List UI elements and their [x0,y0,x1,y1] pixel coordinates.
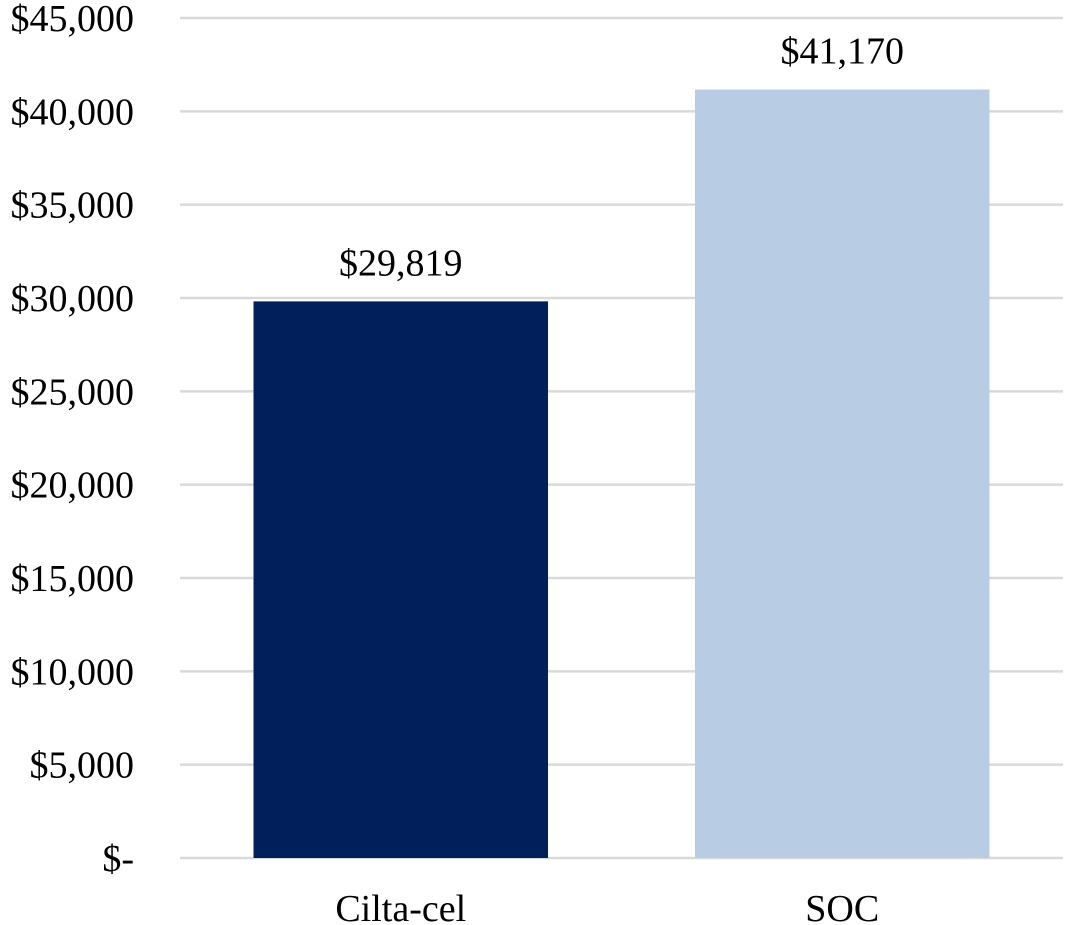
y-axis: $- $5,000 $10,000 $15,000 $20,000 $25,000 $30,… [11,0,135,880]
x-tick-label: SOC [805,888,879,925]
y-tick-label: $30,000 [11,278,135,320]
data-label: $41,170 [781,30,905,72]
y-tick-label: $40,000 [11,91,135,133]
y-tick-label: $10,000 [11,651,135,693]
bars [253,89,990,858]
y-tick-label: $45,000 [11,0,135,40]
bar-soc [695,89,990,858]
y-tick-label: $15,000 [11,558,135,600]
y-tick-label: $20,000 [11,465,135,507]
x-tick-label: Cilta-cel [335,888,466,925]
data-label: $29,819 [339,242,463,284]
y-tick-label: $25,000 [11,371,135,413]
bar-cilta-cel [253,301,548,858]
y-tick-label: $5,000 [30,745,135,787]
data-labels: $29,819 $41,170 [339,30,904,284]
x-axis: Cilta-cel SOC [335,888,879,925]
y-tick-label: $35,000 [11,185,135,227]
y-tick-label: $- [102,838,134,880]
